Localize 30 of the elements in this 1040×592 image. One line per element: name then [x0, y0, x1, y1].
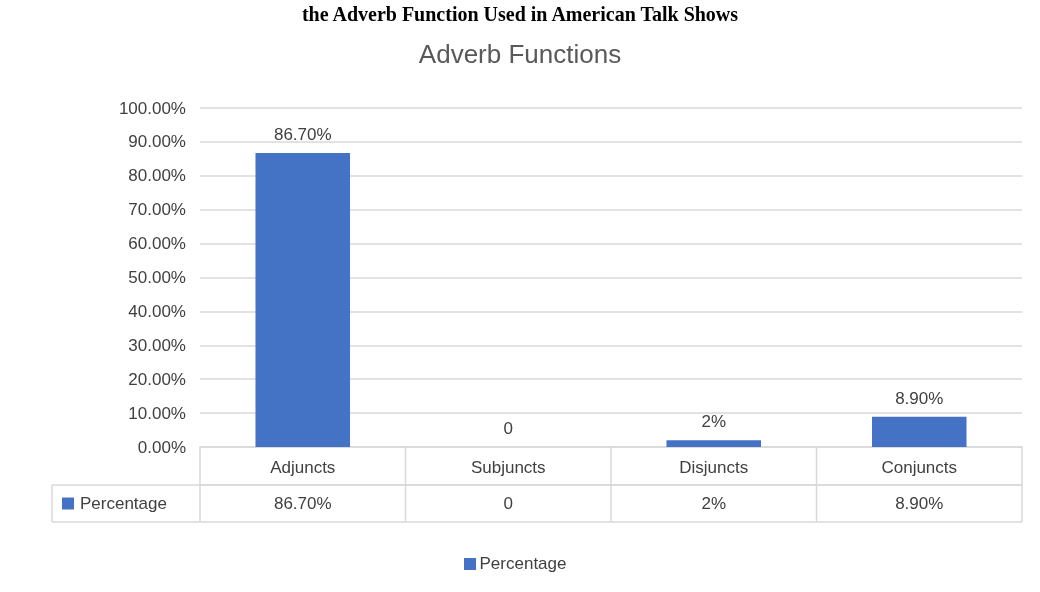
y-tick-label: 80.00%: [128, 166, 186, 186]
legend-label: Percentage: [80, 494, 167, 513]
y-tick-label: 30.00%: [128, 335, 186, 355]
data-label: 8.90%: [895, 494, 944, 513]
y-tick-label: 100.00%: [118, 98, 186, 118]
x-tick-label: Disjuncts: [679, 458, 749, 477]
y-tick-label: 0.00%: [137, 437, 186, 457]
text: 86.70%: [273, 125, 332, 145]
x-tick-label: Conjuncts: [881, 458, 958, 477]
text: the Adverb Function Used in American Talk Shows: [301, 3, 739, 25]
y-tick-label: 50.00%: [128, 268, 186, 287]
text: 0: [503, 419, 513, 438]
bar: [666, 440, 762, 447]
x-tick-label: Adjuncts: [270, 458, 336, 477]
y-tick-label: 60.00%: [128, 234, 186, 254]
y-tick-label: 20.00%: [128, 369, 186, 389]
text: Percentage: [479, 554, 567, 573]
y-tick-label: 10.00%: [128, 403, 186, 423]
y-tick-label: 70.00%: [128, 200, 186, 220]
data-label: 86.70%: [273, 494, 332, 513]
text: 2%: [701, 412, 727, 432]
text: 8.90%: [895, 388, 944, 408]
bar: [255, 153, 351, 447]
chart-title: Adverb Functions: [418, 39, 622, 69]
y-tick-label: 40.00%: [128, 301, 186, 321]
x-tick-label: Subjuncts: [470, 458, 546, 477]
data-label: 0: [503, 494, 513, 513]
data-label: 2%: [701, 494, 727, 513]
bar: [871, 416, 967, 447]
y-tick-label: 90.00%: [128, 132, 186, 152]
